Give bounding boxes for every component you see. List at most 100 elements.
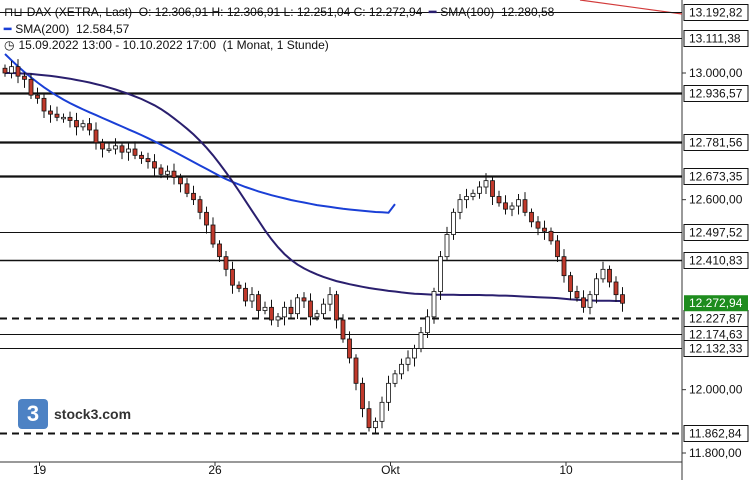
candle-body: [48, 110, 53, 115]
level-label-box: [683, 30, 749, 47]
candle-body: [360, 382, 365, 410]
ohlc-readout: O: 12.306,91 H: 12.306,91 L: 12.251,04 C…: [138, 5, 423, 19]
candle-body: [496, 196, 502, 204]
sma100-name: SMA(100): [440, 5, 495, 19]
candle-body: [444, 234, 450, 258]
candle-body: [191, 192, 196, 201]
candle-body: [620, 294, 625, 304]
level-label: 12.936,57: [689, 87, 743, 101]
candle-body: [386, 382, 391, 403]
sma200-line: [4, 53, 396, 214]
legend-title-row: ⊓⊔ DAX (XETRA, Last) O: 12.306,91 H: 12.3…: [4, 5, 554, 19]
candle-body: [126, 148, 131, 153]
level-label-box: [683, 134, 749, 151]
stock3-logo[interactable]: 3 stock3.com: [18, 399, 131, 429]
candle-body: [61, 116, 66, 120]
candle-body: [249, 294, 255, 302]
candle-body: [223, 256, 229, 270]
candle-body: [581, 297, 586, 308]
candle-body: [334, 294, 339, 321]
candle-body: [171, 170, 177, 178]
candle-body: [438, 256, 443, 292]
candle-body: [379, 401, 385, 422]
sma100-value: 12.280,58: [500, 5, 555, 19]
legend-sma200-row: ━ SMA(200) 12.584,57: [4, 22, 129, 36]
candle-body: [535, 221, 541, 229]
candle-body: [106, 148, 112, 151]
candle-body: [321, 303, 326, 315]
level-label: 12.673,35: [689, 170, 743, 184]
candle-body: [35, 94, 40, 99]
candle-body: [587, 294, 593, 308]
y-tick-label: 13.000,00: [689, 66, 743, 80]
level-label: 12.781,56: [689, 136, 743, 150]
candlestick-icon: ⊓⊔: [4, 5, 23, 19]
candle-body: [282, 306, 287, 318]
candle-body: [230, 268, 235, 286]
date-range: 15.09.2022 13:00 - 10.10.2022 17:00: [18, 38, 216, 52]
sma200-line-icon: ━: [4, 22, 12, 36]
candle-body: [113, 145, 118, 150]
candle-body: [243, 287, 248, 302]
instrument-title: DAX (XETRA, Last): [26, 5, 133, 19]
candle-body: [288, 306, 294, 315]
candle-body: [347, 338, 352, 359]
candle-body: [509, 205, 515, 210]
candle-body: [399, 363, 404, 375]
candle-body: [139, 154, 144, 159]
stock3-brand-name: stock3.com: [54, 406, 132, 422]
candle-body: [197, 199, 203, 213]
candle-body: [9, 66, 14, 74]
candle-body: [262, 306, 268, 311]
candle-body: [93, 129, 99, 144]
candle-body: [470, 192, 476, 197]
candle-body: [529, 211, 534, 223]
stock3-logo-icon: 3: [18, 399, 48, 429]
y-tick-label: 12.000,00: [689, 383, 743, 397]
candle-body: [451, 211, 456, 235]
candle-body: [418, 332, 424, 349]
candle-body: [568, 275, 573, 292]
candle-body: [87, 123, 92, 131]
candle-body: [2, 67, 8, 74]
candle-body: [256, 294, 261, 311]
level-label-box: [683, 340, 749, 357]
level-label: 12.174,63: [689, 328, 743, 342]
candle-body: [600, 268, 606, 280]
legend-range-row: ◷ 15.09.2022 13:00 - 10.10.2022 17:00 (1 …: [4, 38, 329, 52]
candle-body: [119, 145, 125, 153]
candle-body: [100, 142, 105, 150]
candle-body: [574, 291, 580, 299]
level-label-box: [683, 85, 749, 102]
candle-body: [464, 196, 469, 201]
candle-body: [483, 180, 489, 188]
level-label: 12.132,33: [689, 342, 743, 356]
candle-body: [477, 186, 482, 194]
candle-body: [275, 316, 281, 321]
candle-body: [41, 97, 47, 112]
x-tick-label: 10: [559, 463, 573, 477]
candle-body: [555, 240, 560, 258]
candle-body: [217, 243, 222, 258]
sma100-line: [5, 72, 623, 302]
candle-body: [301, 297, 307, 302]
candle-body: [152, 161, 157, 169]
candle-body: [594, 278, 599, 296]
candle-body: [522, 199, 528, 213]
candle-body: [295, 297, 300, 315]
level-label: 11.862,84: [689, 427, 742, 441]
candle-body: [28, 78, 34, 96]
candle-body: [74, 120, 79, 128]
candle-body: [132, 148, 138, 156]
candle-body: [503, 202, 508, 210]
candle-body: [516, 199, 521, 207]
level-label-box: [683, 224, 749, 241]
x-tick-label: Okt: [381, 463, 400, 477]
candle-body: [15, 66, 21, 77]
candle-body: [405, 357, 411, 365]
level-label-box: [683, 252, 749, 269]
candle-body: [542, 227, 547, 232]
level-label-box: [683, 425, 749, 442]
candle-body: [80, 123, 86, 128]
